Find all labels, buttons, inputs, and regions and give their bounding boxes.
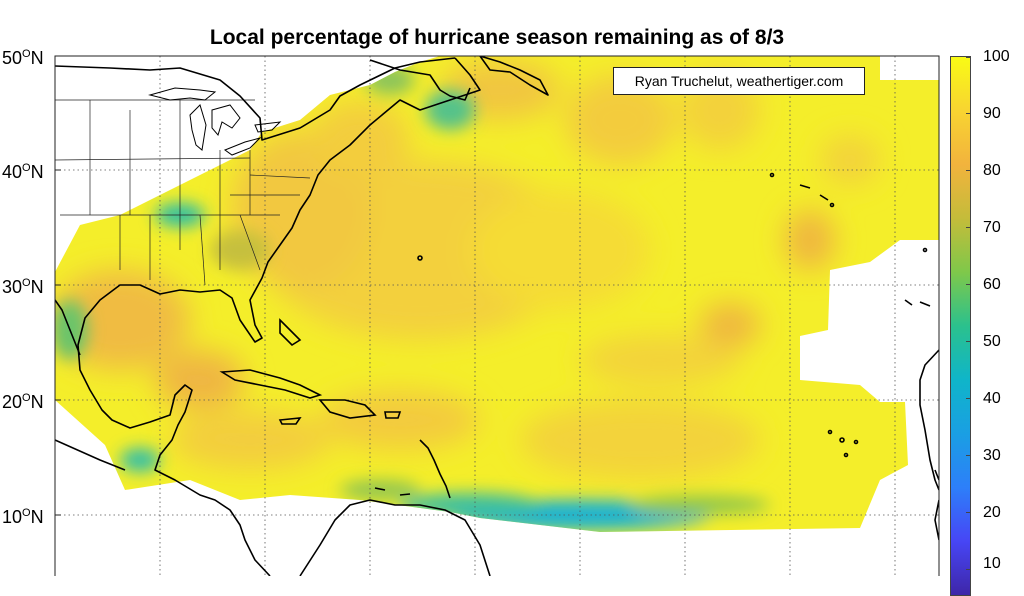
lat-label-10: 10ON — [2, 507, 44, 527]
colorbar-label-70: 70 — [983, 219, 1001, 236]
map-title: Local percentage of hurricane season rem… — [209, 26, 785, 49]
colorbar-label-10: 10 — [983, 555, 1001, 572]
lat-label-20: 20ON — [2, 392, 44, 412]
colorbar-label-100: 100 — [983, 48, 1010, 65]
colorbar-tick — [966, 341, 971, 342]
state-borders — [55, 99, 311, 286]
colorbar-label-60: 60 — [983, 276, 1001, 293]
colorbar-label-40: 40 — [983, 390, 1001, 407]
colorbar-tick — [966, 57, 971, 58]
lat-label-30: 30ON — [2, 277, 44, 297]
colorbar-tick — [966, 113, 971, 114]
colorbar-tick — [966, 398, 971, 399]
colorbar-label-20: 20 — [983, 504, 1001, 521]
lat-label-50: 50ON — [2, 48, 44, 68]
great-lakes — [148, 87, 282, 156]
map-canvas — [54, 55, 940, 576]
colorbar-label-30: 30 — [983, 447, 1001, 464]
colorbar-label-80: 80 — [983, 162, 1001, 179]
percentage-field — [55, 56, 939, 532]
plot-frame — [54, 55, 940, 576]
lat-label-40: 40ON — [2, 162, 44, 182]
colorbar-tick — [966, 170, 971, 171]
islands — [219, 172, 939, 499]
colorbar-tick — [966, 569, 971, 570]
colorbar-tick — [966, 227, 971, 228]
colorbar-label-90: 90 — [983, 105, 1001, 122]
credit-box: Ryan Truchelut, weathertiger.com — [613, 67, 865, 95]
colorbar-tick — [966, 284, 971, 285]
y-ticks — [55, 55, 61, 516]
graticule — [55, 56, 939, 576]
colorbar-tick — [966, 455, 971, 456]
colorbar — [950, 56, 971, 596]
colorbar-label-50: 50 — [983, 333, 1001, 350]
coastlines — [55, 56, 939, 576]
colorbar-tick — [966, 512, 971, 513]
